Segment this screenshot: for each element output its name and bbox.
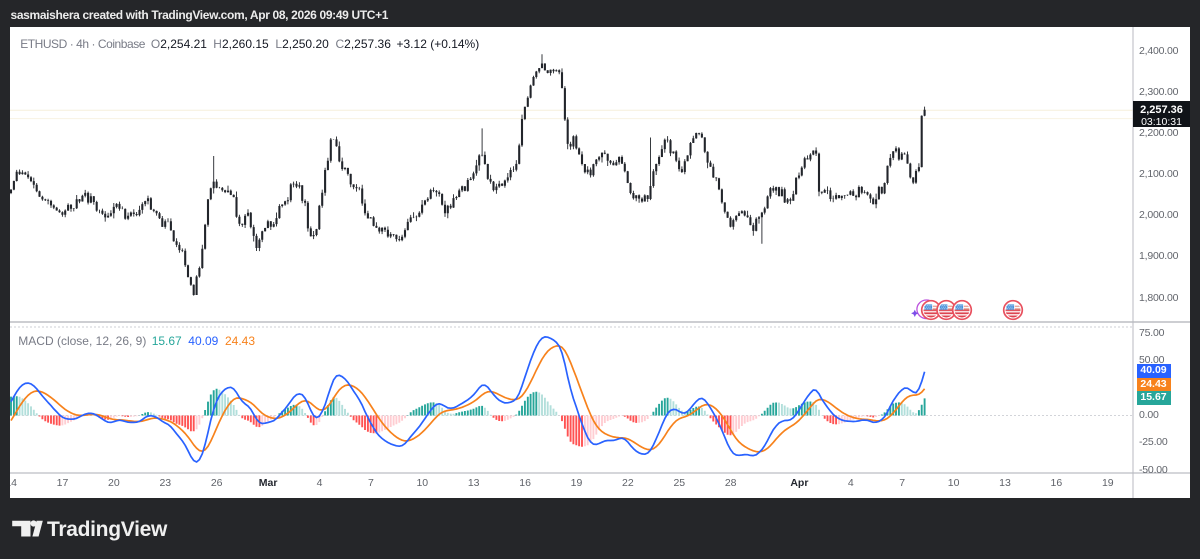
svg-text:TradingView: TradingView: [47, 518, 168, 541]
